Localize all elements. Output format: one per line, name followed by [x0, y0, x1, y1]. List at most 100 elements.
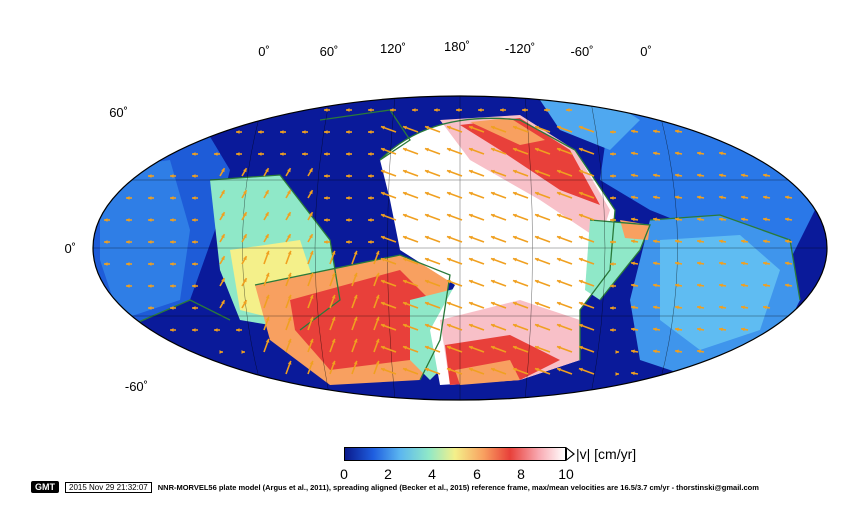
- velocity-arrowhead: [719, 261, 723, 266]
- velocity-arrowhead: [653, 195, 657, 200]
- velocity-arrowhead: [556, 191, 561, 196]
- globe-outline: [92, 95, 828, 401]
- velocity-arrowhead: [534, 235, 539, 240]
- velocity-arrowhead: [353, 338, 358, 343]
- velocity-arrowhead: [126, 196, 130, 200]
- velocity-arrowhead: [126, 218, 130, 222]
- velocity-arrowhead: [287, 294, 292, 299]
- velocity-arrowhead: [402, 169, 407, 174]
- velocity-arrowhead: [424, 213, 429, 218]
- velocity-arrowhead: [719, 305, 723, 310]
- velocity-arrowhead: [675, 173, 679, 178]
- velocity-arrowhead: [697, 239, 701, 244]
- velocity-arrowhead: [631, 371, 635, 376]
- velocity-arrowhead: [631, 283, 635, 288]
- velocity-arrowhead: [331, 250, 336, 255]
- velocity-arrowhead: [468, 169, 473, 174]
- velocity-arrowhead: [375, 294, 380, 299]
- velocity-arrowhead: [446, 301, 451, 306]
- velocity-arrowhead: [221, 190, 225, 195]
- velocity-arrowhead: [380, 235, 385, 240]
- velocity-arrowhead: [741, 305, 745, 310]
- velocity-arrowhead: [243, 300, 247, 305]
- velocity-arrowhead: [490, 279, 495, 284]
- velocity-arrowhead: [512, 323, 517, 328]
- velocity-arrowhead: [578, 323, 583, 328]
- velocity-arrowhead: [241, 350, 245, 354]
- velocity-arrowhead: [610, 196, 614, 200]
- velocity-arrowhead: [763, 217, 767, 222]
- velocity-arrowhead: [368, 174, 372, 178]
- velocity-arrowhead: [610, 174, 614, 178]
- velocity-arrowhead: [148, 196, 152, 200]
- velocity-arrowhead: [653, 283, 657, 288]
- velocity-arrowhead: [353, 316, 358, 321]
- velocity-arrowhead: [424, 191, 429, 196]
- colorbar-tick: 2: [384, 466, 392, 482]
- velocity-arrowhead: [534, 125, 539, 130]
- velocity-arrowhead: [148, 218, 152, 222]
- velocity-arrowhead: [287, 250, 292, 255]
- velocity-arrowhead: [446, 367, 451, 372]
- velocity-arrowhead: [610, 328, 614, 332]
- velocity-arrowhead: [170, 174, 174, 178]
- velocity-arrowhead: [236, 130, 240, 134]
- velocity-arrowhead: [192, 218, 196, 222]
- velocity-arrowhead: [534, 345, 539, 350]
- velocity-arrowhead: [375, 316, 380, 321]
- velocity-arrowhead: [763, 173, 767, 178]
- velocity-arrowhead: [653, 173, 657, 178]
- velocity-arrowhead: [631, 217, 635, 222]
- velocity-arrowhead: [615, 372, 619, 376]
- velocity-arrowhead: [380, 147, 385, 152]
- velocity-arrowhead: [719, 283, 723, 288]
- velocity-arrowhead: [675, 283, 679, 288]
- velocity-arrowhead: [610, 306, 614, 310]
- velocity-arrowhead: [610, 152, 614, 156]
- velocity-arrowhead: [490, 257, 495, 262]
- lon-label: 180˚: [444, 39, 470, 54]
- velocity-arrowhead: [631, 349, 635, 354]
- velocity-arrowhead: [446, 125, 451, 130]
- velocity-arrowhead: [556, 147, 561, 152]
- velocity-arrowhead: [675, 151, 679, 156]
- velocity-arrowhead: [631, 305, 635, 310]
- velocity-arrowhead: [375, 360, 380, 365]
- velocity-arrowhead: [578, 235, 583, 240]
- velocity-arrowhead: [556, 367, 561, 372]
- velocity-arrowhead: [104, 240, 108, 244]
- velocity-arrowhead: [192, 284, 196, 288]
- velocity-arrowhead: [631, 129, 635, 134]
- velocity-arrowhead: [390, 108, 394, 112]
- lon-label: -60˚: [570, 44, 593, 59]
- velocity-arrowhead: [719, 217, 723, 222]
- velocity-arrowhead: [578, 345, 583, 350]
- velocity-arrowhead: [221, 234, 225, 239]
- velocity-arrowhead: [309, 316, 314, 321]
- velocity-arrowhead: [566, 108, 570, 112]
- velocity-arrowhead: [578, 279, 583, 284]
- velocity-arrowhead: [265, 272, 270, 277]
- velocity-arrowhead: [258, 152, 262, 156]
- velocity-arrowhead: [368, 108, 372, 112]
- velocity-arrowhead: [763, 261, 767, 266]
- velocity-arrowhead: [534, 191, 539, 196]
- velocity-arrowhead: [243, 212, 247, 217]
- velocity-arrowhead: [309, 190, 313, 195]
- velocity-arrowhead: [346, 108, 350, 112]
- velocity-arrowhead: [719, 173, 723, 178]
- velocity-arrowhead: [512, 257, 517, 262]
- longitude-labels: 0˚ 60˚ 120˚ 180˚ -120˚ -60˚ 0˚: [258, 39, 652, 59]
- velocity-arrowhead: [446, 257, 451, 262]
- velocity-arrowhead: [346, 152, 350, 156]
- velocity-arrowhead: [402, 367, 407, 372]
- velocity-arrowhead: [468, 323, 473, 328]
- lon-label: -120˚: [505, 41, 535, 56]
- velocity-arrowhead: [265, 212, 269, 217]
- velocity-arrowhead: [719, 151, 723, 156]
- velocity-arrowhead: [468, 345, 473, 350]
- velocity-arrowhead: [104, 262, 108, 266]
- velocity-arrowhead: [631, 327, 635, 332]
- velocity-arrowhead: [697, 327, 701, 332]
- velocity-arrowhead: [512, 213, 517, 218]
